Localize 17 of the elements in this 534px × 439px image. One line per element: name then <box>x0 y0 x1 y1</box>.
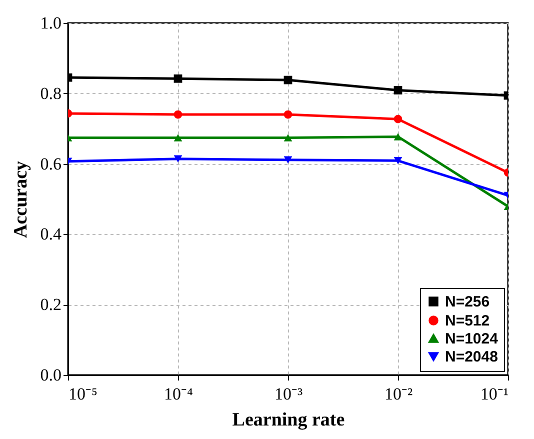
legend-label: N=512 <box>445 312 490 330</box>
y-tick-label: 0.0 <box>40 366 62 384</box>
x-axis-title: Learning rate <box>232 410 345 430</box>
y-tick-label: 0.6 <box>40 154 62 174</box>
x-tick-label: 10⁻¹ <box>480 384 508 404</box>
y-tick-label: 0.8 <box>40 84 62 103</box>
x-tick-label: 10⁻⁵ <box>68 384 98 404</box>
y-tick-label: 0.2 <box>40 295 62 314</box>
x-tick-label: 10⁻³ <box>274 384 303 404</box>
y-axis-title: Accuracy <box>10 160 32 238</box>
x-tick-label: 10⁻⁴ <box>164 384 194 404</box>
y-tick-label: 0.4 <box>40 224 62 244</box>
legend-label: N=256 <box>445 294 490 310</box>
y-tick-label: 1.0 <box>40 14 62 32</box>
legend-label: N=2048 <box>445 348 498 366</box>
legend-label: N=1024 <box>445 330 499 348</box>
x-tick-label: 10⁻² <box>384 384 413 404</box>
